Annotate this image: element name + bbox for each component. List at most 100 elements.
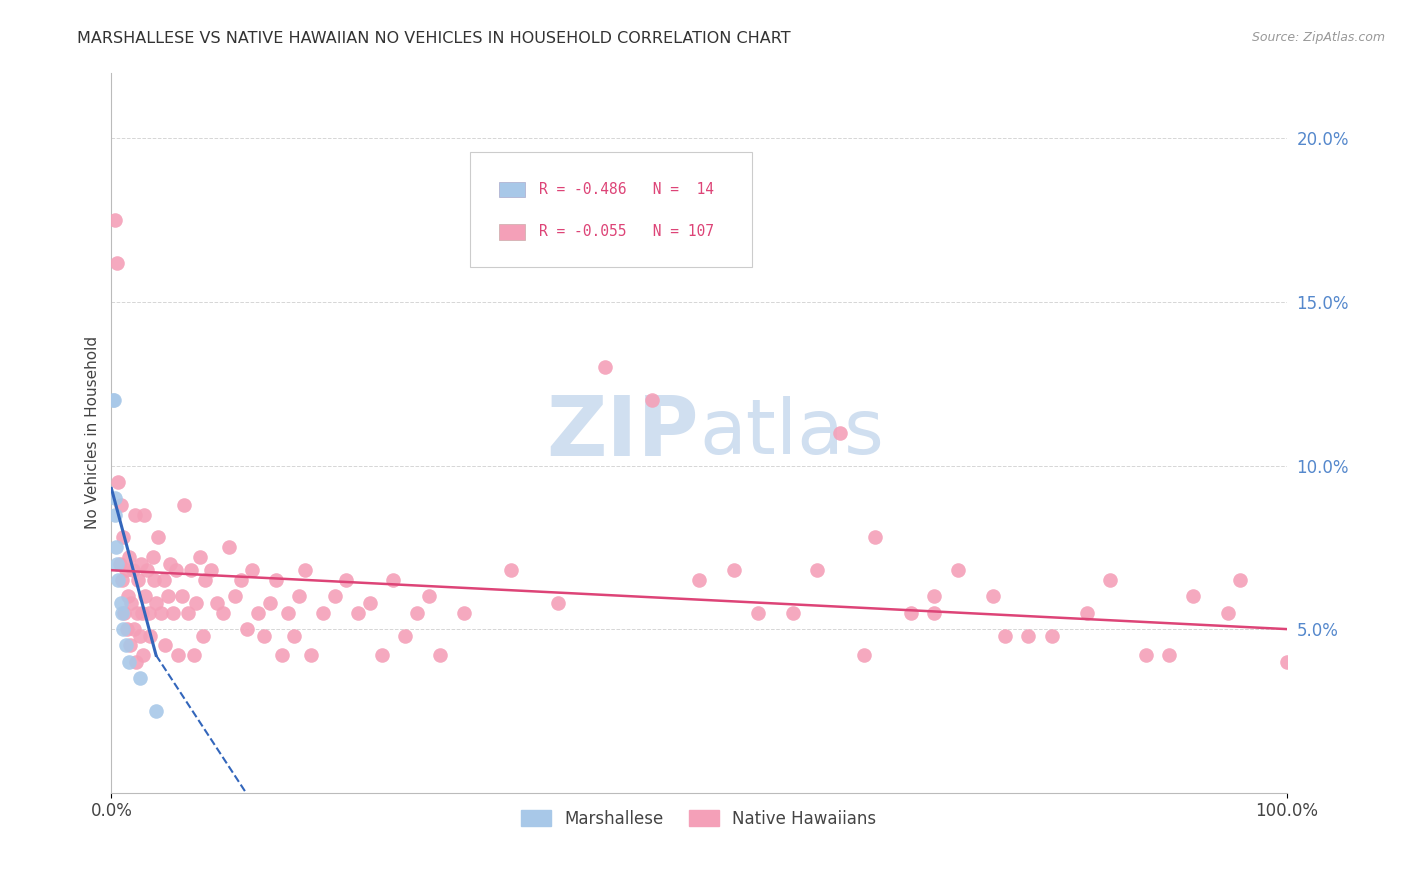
Point xyxy=(145,704,167,718)
Point xyxy=(153,573,176,587)
Point xyxy=(156,590,179,604)
Point xyxy=(149,606,172,620)
Point xyxy=(1017,629,1039,643)
Point xyxy=(747,606,769,620)
Point xyxy=(184,596,207,610)
Point xyxy=(148,531,170,545)
Point xyxy=(134,508,156,522)
Point xyxy=(212,606,235,620)
Point xyxy=(723,563,745,577)
Point xyxy=(108,557,131,571)
Point xyxy=(127,606,149,620)
Point xyxy=(294,563,316,577)
Point xyxy=(138,606,160,620)
Point xyxy=(121,563,143,577)
Point xyxy=(111,573,134,587)
Point xyxy=(335,573,357,587)
Point xyxy=(688,573,710,587)
Legend: Marshallese, Native Hawaiians: Marshallese, Native Hawaiians xyxy=(515,804,883,835)
Point xyxy=(253,629,276,643)
Point xyxy=(946,563,969,577)
Point xyxy=(107,573,129,587)
Bar xyxy=(499,224,524,240)
Point xyxy=(1135,648,1157,663)
Text: R = -0.055   N = 107: R = -0.055 N = 107 xyxy=(538,225,714,239)
Point xyxy=(347,606,370,620)
Point xyxy=(131,606,153,620)
Point xyxy=(104,213,127,227)
Point xyxy=(135,563,157,577)
Point xyxy=(499,563,522,577)
Point xyxy=(170,590,193,604)
Point xyxy=(865,531,887,545)
Point xyxy=(177,606,200,620)
Point xyxy=(229,573,252,587)
Point xyxy=(370,648,392,663)
Point xyxy=(101,393,124,408)
Point xyxy=(142,573,165,587)
Point xyxy=(104,491,127,506)
Point xyxy=(641,393,664,408)
Point xyxy=(242,563,264,577)
Point xyxy=(134,590,156,604)
Point xyxy=(128,629,150,643)
Point xyxy=(128,671,150,685)
Point xyxy=(125,655,148,669)
Point xyxy=(547,596,569,610)
Point xyxy=(1157,648,1180,663)
Point xyxy=(264,573,287,587)
Point xyxy=(104,508,127,522)
Point xyxy=(418,590,440,604)
Point xyxy=(200,563,222,577)
Point xyxy=(406,606,429,620)
Point xyxy=(806,563,828,577)
Point xyxy=(782,606,804,620)
Point xyxy=(105,557,128,571)
Point xyxy=(103,393,125,408)
Point xyxy=(105,541,128,555)
Point xyxy=(112,531,135,545)
Point xyxy=(117,590,139,604)
Text: R = -0.486   N =  14: R = -0.486 N = 14 xyxy=(538,182,714,197)
Point xyxy=(114,563,136,577)
Point xyxy=(173,498,195,512)
Point xyxy=(1216,606,1239,620)
Point xyxy=(323,590,346,604)
Point xyxy=(205,596,228,610)
Point xyxy=(382,573,405,587)
Point xyxy=(110,596,132,610)
Point xyxy=(118,655,141,669)
Point xyxy=(114,639,136,653)
FancyBboxPatch shape xyxy=(470,153,752,268)
Point xyxy=(922,606,945,620)
Point xyxy=(1275,655,1298,669)
Point xyxy=(127,573,149,587)
Point xyxy=(112,622,135,636)
Point xyxy=(111,606,134,620)
Point xyxy=(1040,629,1063,643)
Point xyxy=(145,596,167,610)
Point xyxy=(124,508,146,522)
Point xyxy=(115,622,138,636)
Text: Source: ZipAtlas.com: Source: ZipAtlas.com xyxy=(1251,31,1385,45)
Point xyxy=(120,596,142,610)
Point xyxy=(259,596,281,610)
Point xyxy=(107,475,129,489)
Point xyxy=(194,573,217,587)
Point xyxy=(270,648,292,663)
Text: ZIP: ZIP xyxy=(547,392,699,474)
Point xyxy=(110,498,132,512)
Point xyxy=(112,606,135,620)
Point xyxy=(180,563,202,577)
Point xyxy=(129,557,152,571)
Point xyxy=(188,550,211,565)
Point xyxy=(288,590,311,604)
Text: MARSHALLESE VS NATIVE HAWAIIAN NO VEHICLES IN HOUSEHOLD CORRELATION CHART: MARSHALLESE VS NATIVE HAWAIIAN NO VEHICL… xyxy=(77,31,792,46)
Text: atlas: atlas xyxy=(699,396,884,470)
Point xyxy=(922,590,945,604)
Point xyxy=(312,606,335,620)
Point xyxy=(852,648,875,663)
Point xyxy=(453,606,475,620)
Point xyxy=(593,360,616,375)
Point xyxy=(359,596,381,610)
